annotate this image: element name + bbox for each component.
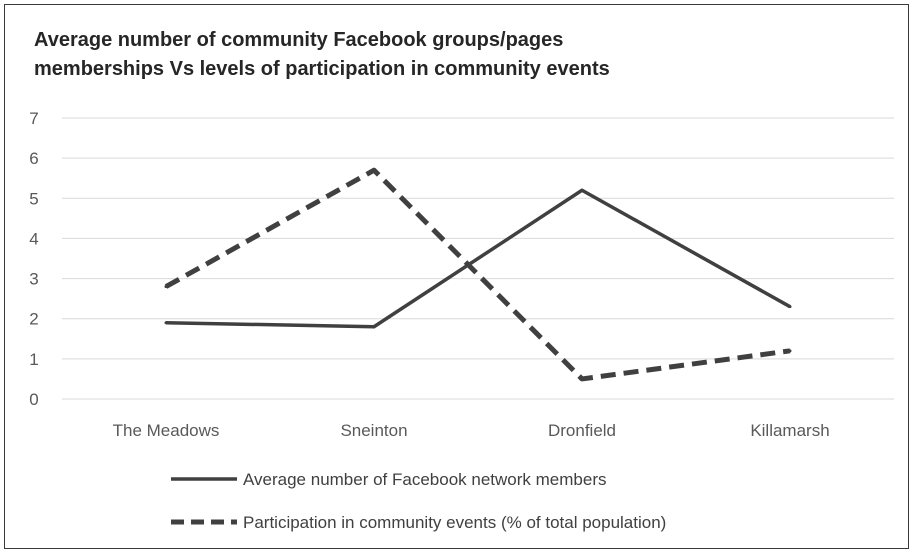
series-lines	[164, 167, 792, 382]
legend: Average number of Facebook network membe…	[171, 470, 666, 532]
data-point-s1-3	[788, 349, 792, 353]
data-point-s0-3	[788, 305, 792, 309]
series-line-1	[164, 167, 791, 382]
x-tick-label: Sneinton	[340, 421, 407, 440]
data-point-s1-1	[372, 168, 376, 172]
y-axis-tick-labels: 0 1 2 3 4 5 6 7	[29, 109, 38, 409]
x-tick-label: The Meadows	[113, 421, 220, 440]
chart-frame	[4, 4, 909, 549]
x-tick-label: Killamarsh	[750, 421, 829, 440]
data-point-s0-1	[372, 325, 376, 329]
y-tick-label: 4	[29, 229, 38, 248]
y-tick-label: 0	[29, 390, 38, 409]
y-tick-label: 5	[29, 189, 38, 208]
legend-label-0: Average number of Facebook network membe…	[243, 470, 606, 489]
data-point-s1-0	[164, 285, 168, 289]
gridlines	[62, 117, 894, 400]
data-point-s0-0	[164, 321, 168, 325]
chart-title: Average number of community Facebook gro…	[34, 29, 610, 80]
legend-label-1: Participation in community events (% of …	[243, 513, 666, 532]
series-line-0	[165, 188, 791, 329]
y-tick-label: 1	[29, 350, 38, 369]
data-point-s1-2	[580, 377, 584, 381]
data-point-s0-2	[580, 188, 584, 192]
y-tick-label: 3	[29, 270, 38, 289]
y-tick-label: 6	[29, 149, 38, 168]
x-axis-tick-labels: The Meadows Sneinton Dronfield Killamarsh	[113, 421, 830, 440]
y-tick-label: 7	[29, 109, 38, 128]
y-tick-label: 2	[29, 310, 38, 329]
x-tick-label: Dronfield	[548, 421, 616, 440]
